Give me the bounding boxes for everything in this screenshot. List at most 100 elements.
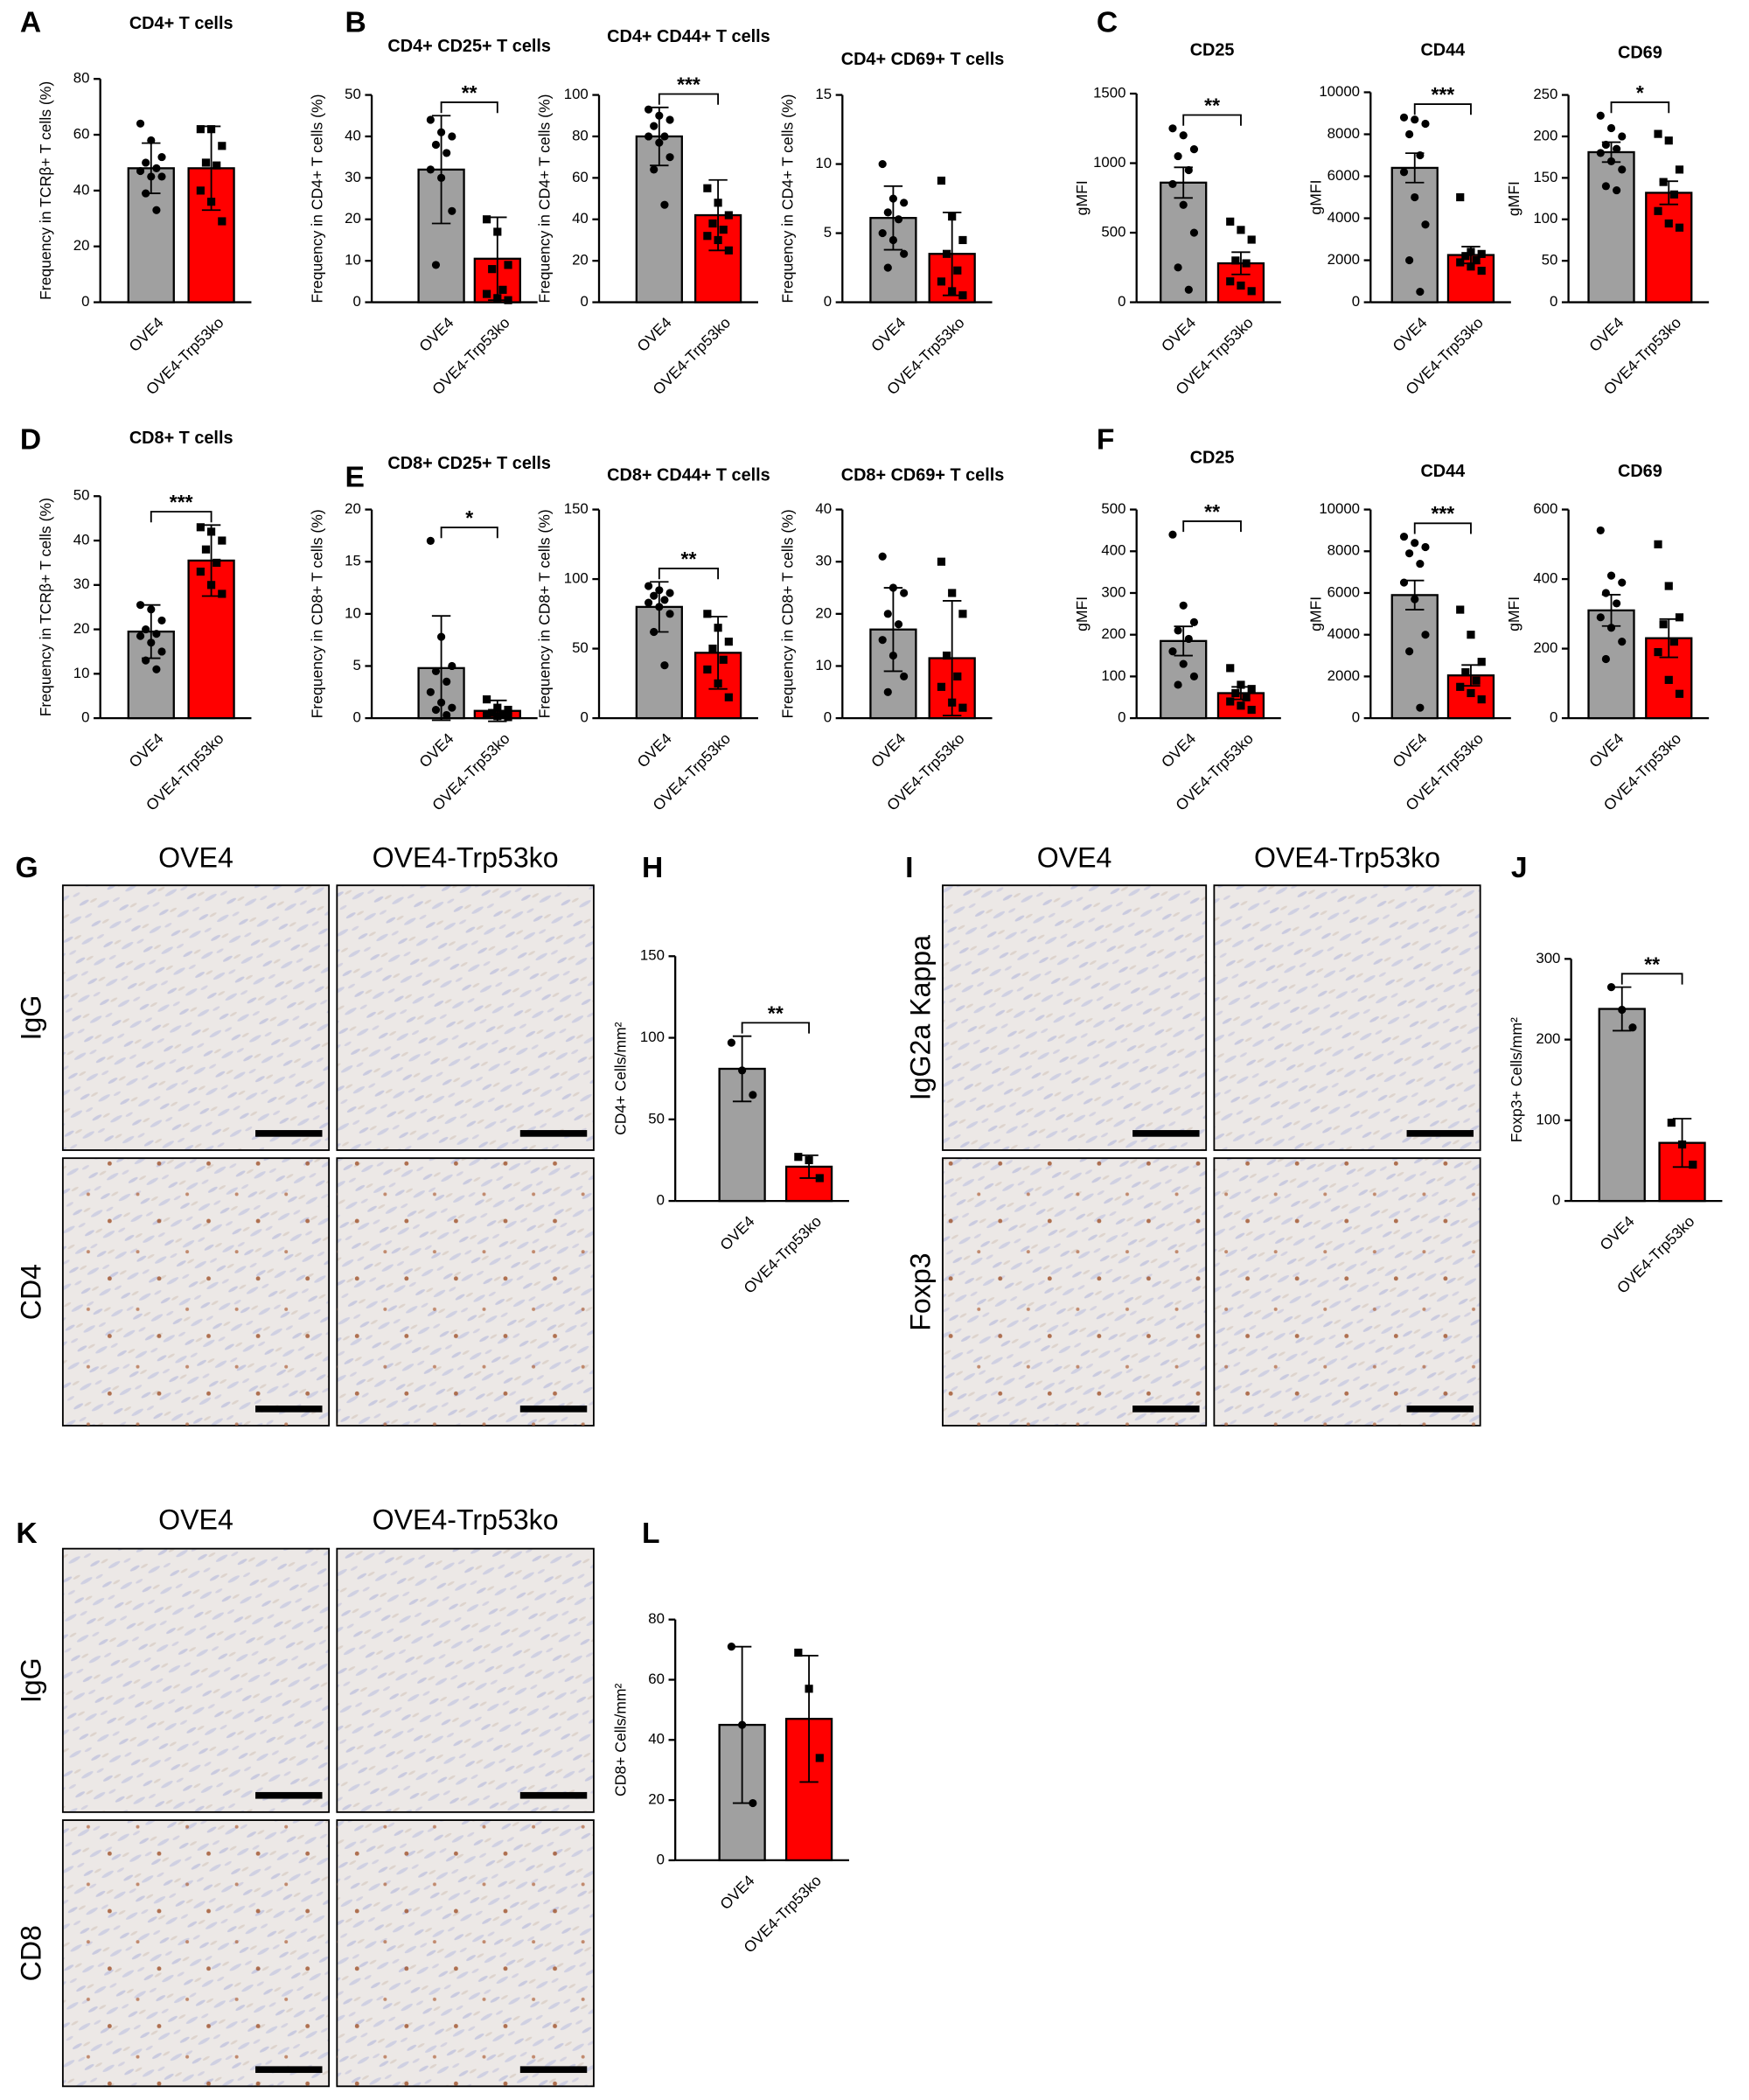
data-point bbox=[431, 261, 441, 269]
data-point bbox=[147, 136, 156, 145]
y-tick-label: 0 bbox=[1118, 293, 1125, 310]
data-point bbox=[431, 705, 441, 715]
data-point bbox=[1618, 132, 1627, 141]
data-point bbox=[650, 591, 658, 600]
y-tick-label: 0 bbox=[657, 1851, 665, 1867]
data-point bbox=[1399, 578, 1409, 587]
data-point bbox=[665, 115, 674, 124]
bar-chart: A CD4+ T cells Frequency in TCRβ+ T cells … bbox=[20, 6, 252, 398]
data-point bbox=[1467, 262, 1475, 271]
data-point bbox=[794, 1153, 803, 1162]
data-point bbox=[1184, 634, 1193, 644]
panel-label: A bbox=[20, 6, 41, 38]
data-point bbox=[1399, 168, 1409, 177]
data-point bbox=[1179, 200, 1188, 209]
data-point bbox=[650, 122, 658, 130]
data-point bbox=[157, 616, 166, 625]
micrograph bbox=[336, 884, 595, 1151]
y-tick-label: 100 bbox=[564, 570, 589, 587]
y-tick-label: 10 bbox=[345, 604, 361, 621]
y-tick-label: 40 bbox=[648, 1731, 665, 1748]
data-point bbox=[1399, 532, 1409, 541]
data-point bbox=[207, 198, 216, 206]
data-point bbox=[1596, 111, 1605, 120]
y-axis-label: gMFI bbox=[1073, 597, 1091, 631]
y-tick-label: 150 bbox=[564, 500, 589, 517]
data-point bbox=[136, 119, 145, 128]
bar-chart: CD44gMFI0200040006000800010000OVE4OVE4-T… bbox=[1307, 40, 1511, 398]
column-label: OVE4 bbox=[158, 842, 233, 874]
stain-overlay bbox=[942, 1158, 1207, 1426]
data-point bbox=[1226, 697, 1235, 706]
panel-label: K bbox=[16, 1517, 37, 1550]
panel-label: I bbox=[905, 852, 913, 884]
data-point bbox=[1618, 638, 1627, 646]
data-point bbox=[213, 558, 221, 568]
data-point bbox=[738, 1720, 747, 1729]
significance-label: * bbox=[465, 506, 473, 529]
panel-label: E bbox=[345, 461, 364, 493]
data-point bbox=[714, 679, 722, 687]
data-point bbox=[703, 665, 712, 674]
data-point bbox=[660, 596, 669, 604]
y-axis-label: Foxp3+ Cells/mm² bbox=[1508, 1017, 1525, 1142]
data-point bbox=[1596, 526, 1605, 535]
data-point bbox=[703, 184, 712, 192]
data-point bbox=[1399, 113, 1409, 122]
x-tick-label: OVE4 bbox=[634, 313, 675, 354]
panel-label: H bbox=[642, 852, 663, 884]
significance-bracket bbox=[1182, 114, 1242, 126]
data-point bbox=[426, 536, 435, 545]
y-tick-label: 200 bbox=[1533, 639, 1557, 656]
data-point bbox=[1184, 165, 1193, 175]
data-point bbox=[504, 713, 512, 722]
data-point bbox=[655, 603, 664, 611]
data-point bbox=[888, 651, 897, 660]
data-point bbox=[493, 227, 502, 236]
data-point bbox=[958, 291, 967, 300]
data-point bbox=[1467, 688, 1475, 698]
data-point bbox=[1472, 255, 1481, 265]
micrograph bbox=[336, 1547, 595, 1813]
data-point bbox=[1659, 178, 1668, 186]
scale-bar bbox=[1406, 1406, 1474, 1413]
x-tick-label: OVE4 bbox=[415, 729, 456, 771]
significance-bracket bbox=[1413, 522, 1472, 534]
data-point bbox=[1477, 266, 1486, 276]
data-point bbox=[1477, 695, 1486, 704]
y-tick-label: 10 bbox=[815, 657, 832, 673]
bar-chart: B CD4+ CD25+ T cells Frequency in CD4+ T c… bbox=[309, 6, 551, 398]
data-point bbox=[431, 666, 441, 676]
data-point bbox=[650, 165, 658, 174]
data-point bbox=[958, 235, 967, 245]
x-tick-label: OVE4 bbox=[125, 313, 166, 354]
data-point bbox=[1669, 190, 1678, 199]
bar-chart: FCD25gMFI0100200300400500OVE4OVE4-Trp53k… bbox=[1073, 423, 1281, 814]
y-tick-label: 20 bbox=[648, 1791, 665, 1808]
data-point bbox=[1669, 638, 1678, 646]
chart-title: CD4+ CD25+ T cells bbox=[387, 37, 551, 56]
data-point bbox=[645, 105, 653, 114]
y-tick-label: 8000 bbox=[1327, 542, 1360, 559]
y-axis-label: CD8+ Cells/mm² bbox=[612, 1683, 630, 1797]
data-point bbox=[937, 682, 946, 691]
scale-bar bbox=[519, 1791, 588, 1799]
significance-label: ** bbox=[1204, 94, 1220, 116]
y-tick-label: 0 bbox=[353, 293, 361, 310]
data-point bbox=[1654, 206, 1662, 215]
y-tick-label: 30 bbox=[73, 576, 90, 592]
y-tick-label: 0 bbox=[81, 709, 89, 726]
stain-overlay bbox=[62, 1158, 330, 1426]
y-tick-label: 20 bbox=[73, 620, 90, 637]
y-axis-label: CD4+ Cells/mm² bbox=[612, 1022, 630, 1135]
row-label: CD4 bbox=[16, 1264, 47, 1320]
data-point bbox=[660, 661, 669, 670]
chart-title: CD44 bbox=[1420, 40, 1465, 59]
y-tick-label: 200 bbox=[1101, 625, 1125, 642]
y-axis-label: gMFI bbox=[1307, 180, 1325, 215]
data-point bbox=[708, 645, 717, 653]
data-point bbox=[142, 656, 150, 665]
y-tick-label: 60 bbox=[73, 125, 90, 142]
column-label: OVE4-Trp53ko bbox=[1254, 842, 1440, 874]
